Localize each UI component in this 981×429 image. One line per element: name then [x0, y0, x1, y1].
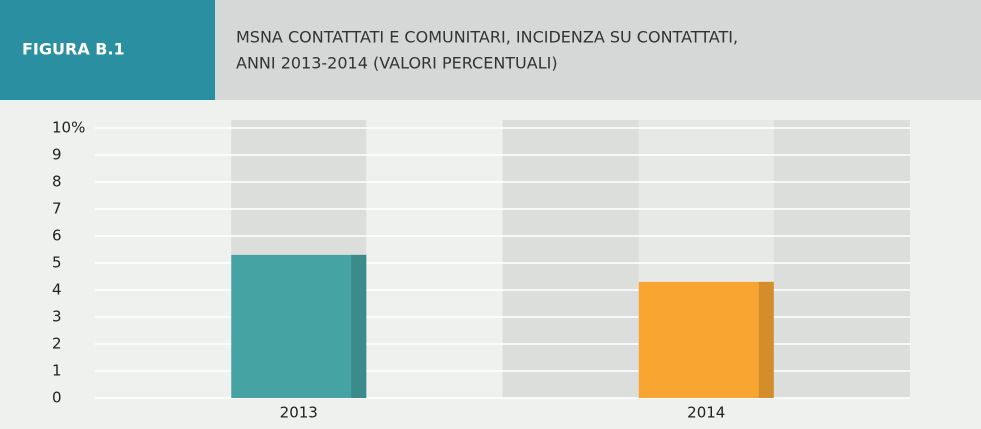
y-tick-label: 7 [52, 200, 62, 218]
figure-label: FIGURA B.1 [22, 40, 125, 59]
bar-shade [758, 281, 774, 398]
chart-title: MSNA CONTATTATI E COMUNITARI, INCIDENZA … [236, 28, 738, 47]
y-tick-label: 0 [52, 389, 62, 407]
y-tick-label: 5 [52, 254, 62, 272]
x-tick-label: 2014 [687, 404, 725, 422]
y-tick-label: 2 [52, 335, 62, 353]
y-tick-label: 9 [52, 146, 62, 164]
y-tick-label: 3 [52, 308, 62, 326]
bar [231, 254, 367, 398]
column-stripe [773, 120, 910, 398]
figure-label-box [0, 0, 215, 100]
y-tick-label: 10% [52, 119, 85, 137]
y-tick-label: 1 [52, 362, 62, 380]
x-tick-label: 2013 [280, 404, 318, 422]
y-tick-label: 8 [52, 173, 62, 191]
chart-title: ANNI 2013-2014 (VALORI PERCENTUALI) [236, 54, 558, 73]
y-tick-label: 6 [52, 227, 62, 245]
bar [638, 281, 774, 398]
column-stripe [502, 120, 639, 398]
y-tick-label: 4 [52, 281, 62, 299]
bar-shade [351, 254, 367, 398]
title-box [215, 0, 981, 100]
